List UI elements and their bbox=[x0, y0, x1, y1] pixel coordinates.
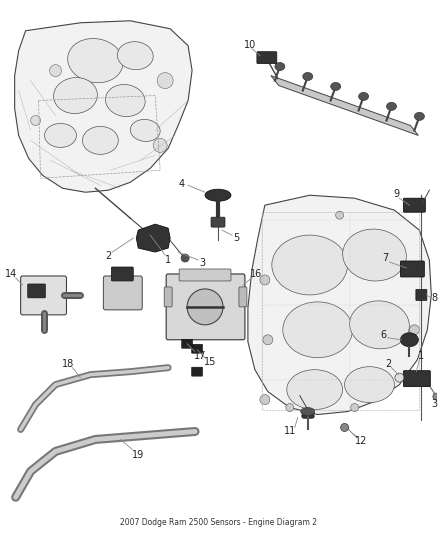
Text: 17: 17 bbox=[194, 351, 206, 361]
Text: 2: 2 bbox=[385, 359, 392, 369]
FancyBboxPatch shape bbox=[166, 274, 245, 340]
Text: 4: 4 bbox=[179, 179, 185, 189]
Text: 2: 2 bbox=[105, 251, 112, 261]
Text: 1: 1 bbox=[165, 255, 171, 265]
Ellipse shape bbox=[205, 189, 231, 201]
Circle shape bbox=[341, 424, 349, 432]
Text: 2007 Dodge Ram 2500 Sensors - Engine Diagram 2: 2007 Dodge Ram 2500 Sensors - Engine Dia… bbox=[120, 518, 318, 527]
FancyBboxPatch shape bbox=[416, 289, 427, 301]
Circle shape bbox=[410, 325, 419, 335]
FancyBboxPatch shape bbox=[28, 284, 46, 298]
Text: 14: 14 bbox=[4, 269, 17, 279]
Circle shape bbox=[410, 265, 419, 275]
FancyBboxPatch shape bbox=[179, 269, 231, 281]
Text: 7: 7 bbox=[382, 253, 389, 263]
Circle shape bbox=[187, 289, 223, 325]
FancyBboxPatch shape bbox=[21, 276, 67, 315]
Text: 6: 6 bbox=[381, 330, 387, 340]
Ellipse shape bbox=[303, 72, 313, 80]
Circle shape bbox=[395, 373, 404, 382]
FancyBboxPatch shape bbox=[403, 370, 430, 386]
Text: 16: 16 bbox=[250, 269, 262, 279]
Ellipse shape bbox=[301, 408, 314, 416]
Ellipse shape bbox=[82, 126, 118, 155]
Polygon shape bbox=[271, 76, 418, 135]
Text: 9: 9 bbox=[393, 189, 399, 199]
FancyBboxPatch shape bbox=[164, 287, 172, 307]
Ellipse shape bbox=[359, 92, 368, 100]
Ellipse shape bbox=[400, 333, 418, 347]
FancyBboxPatch shape bbox=[403, 198, 425, 212]
Ellipse shape bbox=[287, 370, 343, 409]
Circle shape bbox=[49, 64, 61, 77]
FancyBboxPatch shape bbox=[103, 276, 142, 310]
Circle shape bbox=[263, 335, 273, 345]
FancyBboxPatch shape bbox=[191, 344, 202, 353]
Text: 19: 19 bbox=[132, 450, 145, 461]
Circle shape bbox=[433, 393, 438, 400]
FancyBboxPatch shape bbox=[400, 261, 424, 277]
Circle shape bbox=[286, 403, 294, 411]
Circle shape bbox=[350, 403, 359, 411]
Ellipse shape bbox=[275, 62, 285, 70]
Polygon shape bbox=[136, 224, 170, 252]
Ellipse shape bbox=[331, 83, 341, 91]
Ellipse shape bbox=[67, 38, 123, 83]
Text: 18: 18 bbox=[62, 359, 74, 369]
Ellipse shape bbox=[345, 367, 395, 402]
Text: 8: 8 bbox=[431, 293, 438, 303]
Circle shape bbox=[181, 254, 189, 262]
Polygon shape bbox=[14, 21, 192, 192]
Circle shape bbox=[157, 72, 173, 88]
Ellipse shape bbox=[117, 42, 153, 70]
Circle shape bbox=[260, 394, 270, 405]
Ellipse shape bbox=[283, 302, 353, 358]
Circle shape bbox=[336, 211, 343, 219]
Ellipse shape bbox=[272, 235, 348, 295]
FancyBboxPatch shape bbox=[257, 52, 277, 63]
FancyBboxPatch shape bbox=[182, 340, 193, 348]
Text: 5: 5 bbox=[233, 233, 239, 243]
Text: 1: 1 bbox=[418, 351, 424, 361]
Text: 15: 15 bbox=[204, 357, 216, 367]
Text: 3: 3 bbox=[199, 258, 205, 268]
Text: 3: 3 bbox=[431, 399, 438, 409]
Circle shape bbox=[260, 275, 270, 285]
Text: 12: 12 bbox=[355, 437, 368, 447]
Ellipse shape bbox=[350, 301, 410, 349]
FancyBboxPatch shape bbox=[211, 217, 225, 227]
Ellipse shape bbox=[343, 229, 406, 281]
Text: 10: 10 bbox=[244, 39, 256, 50]
Circle shape bbox=[153, 139, 167, 152]
Polygon shape bbox=[248, 195, 431, 415]
Ellipse shape bbox=[53, 78, 97, 114]
Ellipse shape bbox=[106, 85, 145, 117]
Ellipse shape bbox=[386, 102, 396, 110]
FancyBboxPatch shape bbox=[239, 287, 247, 307]
Ellipse shape bbox=[45, 124, 77, 148]
Circle shape bbox=[31, 116, 41, 125]
Text: 11: 11 bbox=[284, 426, 296, 437]
Ellipse shape bbox=[131, 119, 160, 141]
FancyBboxPatch shape bbox=[191, 367, 202, 376]
Ellipse shape bbox=[414, 112, 424, 120]
FancyBboxPatch shape bbox=[111, 267, 133, 281]
